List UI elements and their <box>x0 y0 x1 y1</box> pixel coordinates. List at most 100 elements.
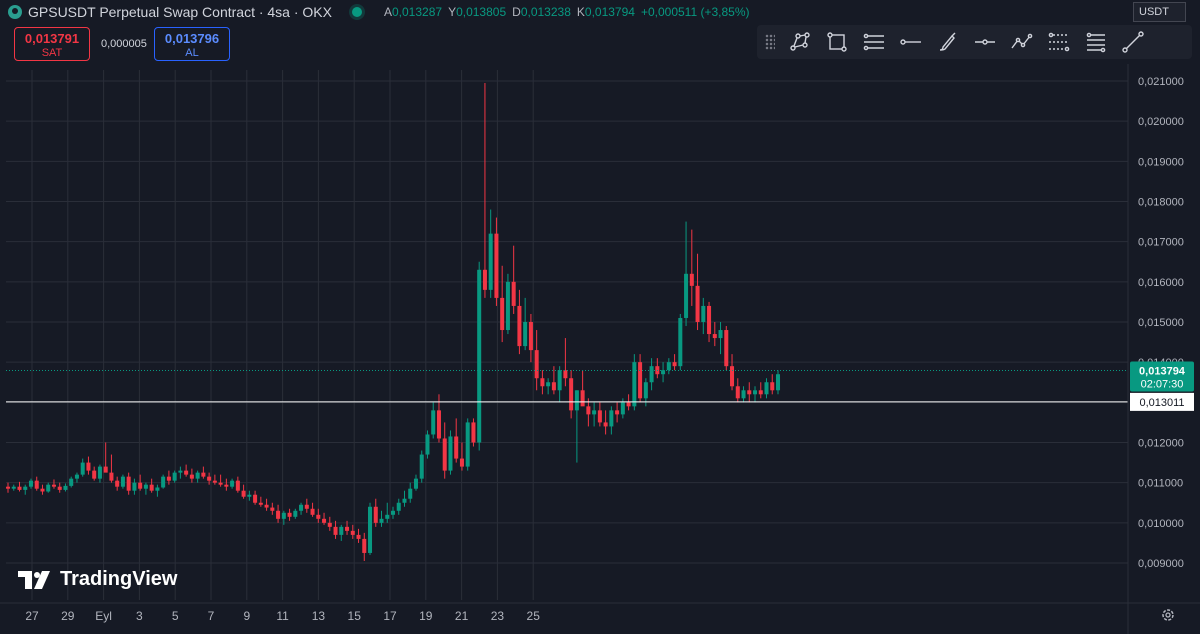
candle-body <box>373 506 378 523</box>
candle-body <box>666 362 671 371</box>
parallel-lines-tool-icon[interactable] <box>859 27 889 57</box>
candle-body <box>638 362 643 399</box>
candle-body <box>712 334 717 339</box>
candle-body <box>465 422 470 467</box>
ohlc-key: A <box>383 5 392 19</box>
horizontal-line-tool-icon[interactable] <box>970 27 1000 57</box>
candle-body <box>735 386 740 399</box>
y-tick-label: 0,020000 <box>1138 116 1184 128</box>
candle-body <box>103 466 108 473</box>
candle-body <box>172 472 177 481</box>
candle-body <box>534 350 539 379</box>
candle-body <box>276 510 281 519</box>
candle-body <box>753 390 758 395</box>
candle-body <box>299 504 304 511</box>
x-tick-label: 11 <box>276 609 289 623</box>
candle-body <box>5 486 11 489</box>
candle-body <box>615 410 620 415</box>
candle-body <box>592 410 597 415</box>
buy-label: AL <box>185 47 199 59</box>
x-tick-label: 25 <box>527 609 541 623</box>
brush-tool-icon[interactable] <box>933 27 963 57</box>
candle-body <box>408 488 413 499</box>
candle-body <box>149 484 154 491</box>
candle-body <box>517 305 522 347</box>
candle-body <box>482 269 487 290</box>
currency-selector[interactable]: USDT <box>1133 2 1186 22</box>
settings-gear-icon[interactable] <box>1160 607 1176 623</box>
candle-body <box>161 476 166 488</box>
candle-body <box>454 436 459 459</box>
candle-body <box>459 458 464 467</box>
candle-body <box>189 474 194 479</box>
candle-body <box>609 410 614 427</box>
candle-body <box>23 486 28 490</box>
candle-body <box>69 478 74 486</box>
candle-body <box>115 480 120 487</box>
sell-button[interactable]: 0,013791 SAT <box>14 27 90 61</box>
candle-body <box>724 330 729 367</box>
candle-body <box>557 370 562 391</box>
fib-retracement-tool-icon[interactable] <box>1081 27 1111 57</box>
buy-price: 0,013796 <box>164 31 220 46</box>
candle-body <box>235 480 240 491</box>
horizontal-ray-tool-icon[interactable] <box>896 27 926 57</box>
ohlc-value: 0,013287 <box>392 5 443 19</box>
symbol-logo-icon <box>8 5 22 19</box>
candle-body <box>92 470 97 479</box>
candle-body <box>770 382 775 391</box>
candle-body <box>74 474 79 479</box>
candle-body <box>28 480 33 487</box>
candle-body <box>494 233 499 298</box>
tradingview-watermark: TradingView <box>18 568 177 591</box>
ohlc-value: 0,013794 <box>584 5 635 19</box>
candle-body <box>707 305 712 335</box>
candle-body <box>333 526 338 535</box>
pattern-tool-icon[interactable] <box>1007 27 1037 57</box>
fib-levels-tool-icon[interactable] <box>1044 27 1074 57</box>
ohlc-value: 0,013238 <box>520 5 571 19</box>
y-tick-label: 0,012000 <box>1138 438 1184 450</box>
candle-body <box>212 480 217 483</box>
candle-body <box>764 382 769 395</box>
candle-body <box>253 494 258 503</box>
candle-body <box>368 506 373 553</box>
drag-handle-icon[interactable] <box>765 34 775 50</box>
candle-body <box>448 436 453 471</box>
ohlc-value: 0,013805 <box>456 5 507 19</box>
candle-body <box>218 482 223 485</box>
candle-body <box>649 366 654 383</box>
y-tick-label: 0,018000 <box>1138 197 1184 209</box>
ohlc-key: Y <box>448 5 457 19</box>
candle-body <box>569 378 574 411</box>
candle-body <box>390 510 396 515</box>
y-tick-label: 0,009000 <box>1138 558 1184 570</box>
candle-body <box>207 476 212 481</box>
candle-body <box>339 526 344 535</box>
nodes-tool-icon[interactable] <box>785 27 815 57</box>
candle-body <box>264 504 269 508</box>
candle-body <box>155 487 160 491</box>
trend-line-tool-icon[interactable] <box>1118 27 1148 57</box>
buy-button[interactable]: 0,013796 AL <box>154 27 230 61</box>
candle-body <box>138 482 143 489</box>
candle-body <box>109 472 114 481</box>
x-tick-label: 13 <box>312 609 326 623</box>
y-tick-label: 0,017000 <box>1138 237 1184 249</box>
candle-body <box>11 486 16 489</box>
candle-body <box>362 538 367 553</box>
candle-body <box>304 504 309 509</box>
candle-body <box>689 273 694 286</box>
drawing-toolbar <box>757 25 1192 59</box>
symbol-title[interactable]: GPSUSDT Perpetual Swap Contract · 4sa · … <box>28 4 332 20</box>
ohlc-key: D <box>512 5 521 19</box>
x-tick-label: 15 <box>348 609 362 623</box>
candle-body <box>620 402 625 415</box>
candle-body <box>120 476 125 487</box>
x-tick-label: 29 <box>61 609 75 623</box>
candle-body <box>413 478 418 489</box>
rectangle-tool-icon[interactable] <box>822 27 852 57</box>
candle-body <box>46 484 51 492</box>
candle-body <box>500 297 505 331</box>
